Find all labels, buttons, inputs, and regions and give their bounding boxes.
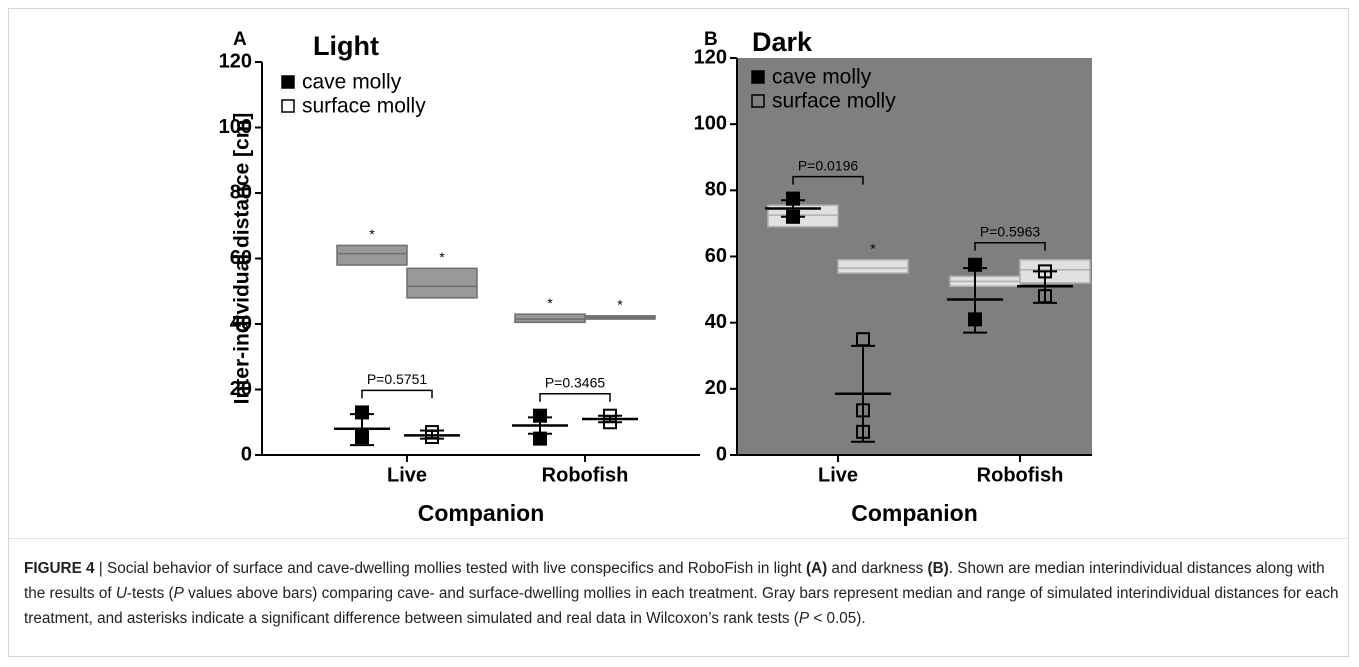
y-tick-label: 60	[705, 245, 727, 267]
chart-title: Light	[313, 31, 379, 61]
sim-note: *	[617, 297, 623, 313]
caption-text: FIGURE 4	[24, 560, 95, 577]
y-tick-label: 100	[694, 112, 727, 134]
x-tick-label: Robofish	[977, 464, 1064, 486]
y-axis-label: Inter-individual distance [cm]	[231, 113, 254, 405]
caption-text: values above bars) comparing cave- and s…	[24, 585, 1339, 627]
y-tick-label: 40	[705, 311, 727, 333]
sim-note: *	[547, 295, 553, 311]
data-point	[533, 431, 547, 446]
caption-text: -tests (	[126, 585, 174, 602]
caption-text: (A)	[805, 560, 828, 577]
sim-note: *	[439, 249, 445, 265]
caption-text: | Social behavior of surface and cave-dw…	[94, 560, 806, 577]
chart-title: Dark	[752, 27, 813, 57]
x-axis-label: Companion	[851, 500, 978, 526]
data-point	[1038, 289, 1052, 304]
sim-note: *	[870, 241, 876, 257]
comparison-bracket	[792, 175, 864, 185]
comparison-bracket	[974, 242, 1046, 251]
p-value: P=0.5963	[980, 223, 1041, 239]
caption-text: U	[115, 585, 127, 602]
data-point	[856, 424, 870, 439]
separator	[9, 538, 1348, 539]
data-point	[786, 191, 800, 206]
data-point	[856, 332, 870, 347]
comparison-bracket	[539, 392, 611, 402]
data-point	[533, 408, 547, 423]
data-point	[603, 415, 617, 430]
data-point	[355, 429, 369, 444]
y-tick-label: 20	[705, 377, 727, 399]
y-tick-label: 120	[219, 50, 252, 72]
p-value: P=0.5751	[367, 371, 428, 387]
p-value: P=0.3465	[545, 374, 606, 390]
y-tick-label: 100	[219, 116, 252, 138]
legend-marker	[281, 99, 295, 113]
legend-label: cave molly	[302, 71, 402, 94]
data-point	[968, 312, 982, 327]
y-tick-label: 80	[230, 181, 252, 203]
caption-text: . Shown are median interindividual dista…	[24, 560, 1325, 602]
data-point	[1038, 264, 1052, 279]
y-tick-label: 0	[716, 443, 727, 465]
caption: FIGURE 4 | Social behavior of surface an…	[24, 556, 1339, 631]
caption-text: < 0.05).	[809, 610, 866, 627]
y-tick-label: 40	[230, 312, 252, 334]
y-tick-label: 20	[230, 378, 252, 400]
legend-label: surface molly	[302, 95, 426, 118]
caption-text: and darkness	[827, 560, 928, 577]
legend-marker	[281, 75, 295, 89]
legend-marker	[751, 94, 765, 108]
sim-range	[514, 313, 586, 324]
caption-text: (B)	[927, 560, 949, 577]
caption-text: P	[798, 610, 810, 627]
sim-note: *	[369, 226, 375, 242]
plot-background	[737, 58, 1092, 455]
data-point	[968, 257, 982, 272]
legend-label: surface molly	[772, 90, 896, 113]
y-tick-label: 80	[705, 179, 727, 201]
legend-marker	[751, 70, 765, 84]
panel-label: A	[233, 29, 247, 50]
legend-label: cave molly	[772, 66, 872, 89]
data-point	[355, 405, 369, 420]
y-tick-label: 0	[241, 443, 252, 465]
data-point	[856, 403, 870, 418]
data-point	[425, 429, 439, 444]
data-point	[786, 209, 800, 224]
y-tick-label: 120	[694, 46, 727, 68]
figure-frame	[8, 8, 1349, 657]
panel-label: B	[704, 29, 718, 50]
caption-text: P	[173, 585, 184, 602]
sim-range	[837, 259, 909, 274]
x-axis-label: Companion	[418, 500, 545, 526]
comparison-bracket	[361, 389, 433, 399]
plot-background	[262, 62, 700, 455]
x-tick-label: Live	[387, 464, 427, 486]
figure: A Light Inter-individual distance [cm] Comp…	[219, 27, 1092, 526]
y-tick-label: 60	[230, 247, 252, 269]
sim-range	[406, 267, 478, 299]
x-tick-label: Live	[818, 464, 858, 486]
sim-range	[336, 244, 408, 266]
p-value: P=0.0196	[798, 157, 859, 173]
x-tick-label: Robofish	[542, 464, 629, 486]
